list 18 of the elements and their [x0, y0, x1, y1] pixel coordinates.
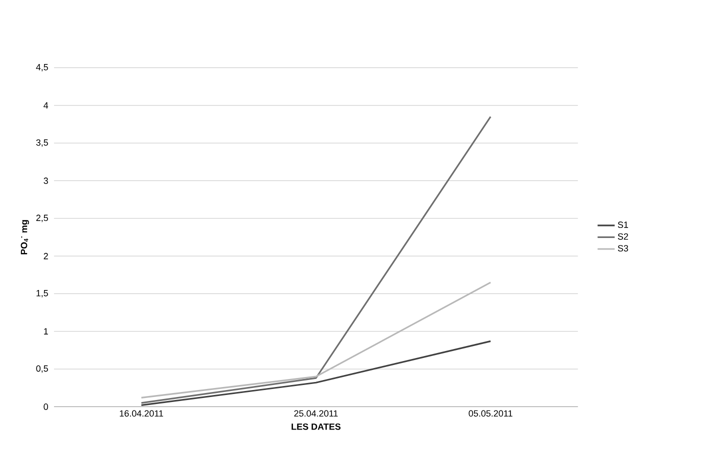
x-axis-title: LES DATES — [292, 424, 341, 430]
y-tick-label: 4 — [44, 102, 48, 109]
y-tick-label: 1,5 — [36, 290, 48, 298]
y-tick-label: 3,5 — [36, 139, 48, 147]
legend-label: S1 — [618, 222, 628, 228]
legend-label: S3 — [618, 245, 628, 252]
y-tick-label: 0,5 — [36, 365, 48, 373]
y-tick-label: 4,5 — [36, 64, 48, 72]
y-tick-label: 2,5 — [36, 214, 48, 222]
x-tick-label: 05.05.2011 — [468, 410, 512, 417]
y-tick-label: 0 — [44, 404, 48, 410]
x-tick-label: 16.04.2011 — [120, 410, 164, 417]
y-tick-label: 2 — [44, 253, 48, 260]
y-tick-label: 3 — [44, 178, 48, 184]
y-axis-title: PO$_{4}$$^{-}$ mg — [20, 220, 30, 254]
y-tick-label: 1 — [44, 328, 48, 335]
x-tick-label: 25.04.2011 — [294, 410, 338, 417]
legend-label: S2 — [618, 233, 628, 240]
